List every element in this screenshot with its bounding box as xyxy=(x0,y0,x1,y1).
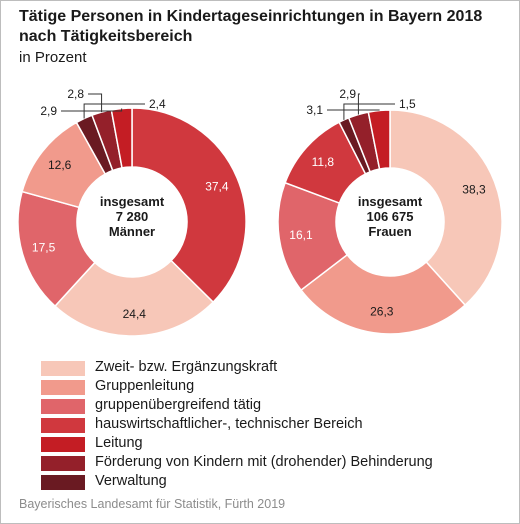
donut-center xyxy=(338,170,442,274)
data-label: 26,3 xyxy=(370,305,394,319)
legend-label: Leitung xyxy=(95,435,143,451)
center-label: insgesamt xyxy=(100,194,165,209)
data-label: 1,5 xyxy=(399,97,416,111)
data-label: 3,1 xyxy=(306,103,323,117)
donut-slice xyxy=(53,259,215,337)
leader-line xyxy=(343,103,395,120)
data-label: 38,3 xyxy=(462,183,486,197)
data-label: 2,9 xyxy=(339,87,356,101)
donut-slice xyxy=(17,190,96,308)
legend-label: hauswirtschaftlicher-, technischer Berei… xyxy=(95,416,363,432)
donut-slice xyxy=(131,107,247,304)
legend-swatch xyxy=(41,418,85,433)
center-label: 106 675 xyxy=(367,209,414,224)
legend-swatch xyxy=(41,361,85,376)
data-label: 17,5 xyxy=(32,240,56,254)
donut-center xyxy=(79,169,185,275)
leader-line xyxy=(61,108,123,112)
legend-swatch xyxy=(41,456,85,471)
data-label: 2,9 xyxy=(40,104,57,118)
data-label: 12,6 xyxy=(48,158,72,172)
legend-label: Förderung von Kindern mit (drohender) Be… xyxy=(95,454,433,470)
chart-title-line1: Tätige Personen in Kindertageseinrichtun… xyxy=(19,8,483,25)
legend-label: Gruppenleitung xyxy=(95,378,195,394)
data-label: 16,1 xyxy=(289,228,313,242)
leader-line xyxy=(327,109,380,111)
data-label: 11,8 xyxy=(312,155,335,169)
chart-title-line2: nach Tätigkeitsbereich xyxy=(19,28,193,45)
leader-line xyxy=(357,93,360,115)
legend-label: Verwaltung xyxy=(95,473,167,489)
legend-swatch xyxy=(41,399,85,414)
center-label: Frauen xyxy=(368,224,411,239)
data-label: 24,4 xyxy=(123,307,147,321)
donut-slice xyxy=(367,109,391,170)
center-label: Männer xyxy=(109,224,155,239)
legend-label: Zweit- bzw. Ergänzungskraft xyxy=(95,359,278,375)
leader-line xyxy=(88,93,103,113)
chart-subtitle: in Prozent xyxy=(19,49,87,66)
donut-slice xyxy=(389,109,503,307)
data-label: 37,4 xyxy=(205,180,229,194)
data-label: 2,8 xyxy=(67,87,84,101)
center-label: insgesamt xyxy=(358,194,423,209)
donut-slice xyxy=(300,253,467,335)
legend-swatch xyxy=(41,437,85,452)
legend-label: gruppenübergreifend tätig xyxy=(95,397,262,413)
donut-slice xyxy=(110,107,133,169)
legend-swatch xyxy=(41,475,85,490)
data-label: 2,4 xyxy=(149,97,166,111)
center-label: 7 280 xyxy=(116,209,149,224)
source-note: Bayerisches Landesamt für Statistik, Für… xyxy=(19,497,286,511)
legend-swatch xyxy=(41,380,85,395)
leader-line xyxy=(83,103,145,119)
